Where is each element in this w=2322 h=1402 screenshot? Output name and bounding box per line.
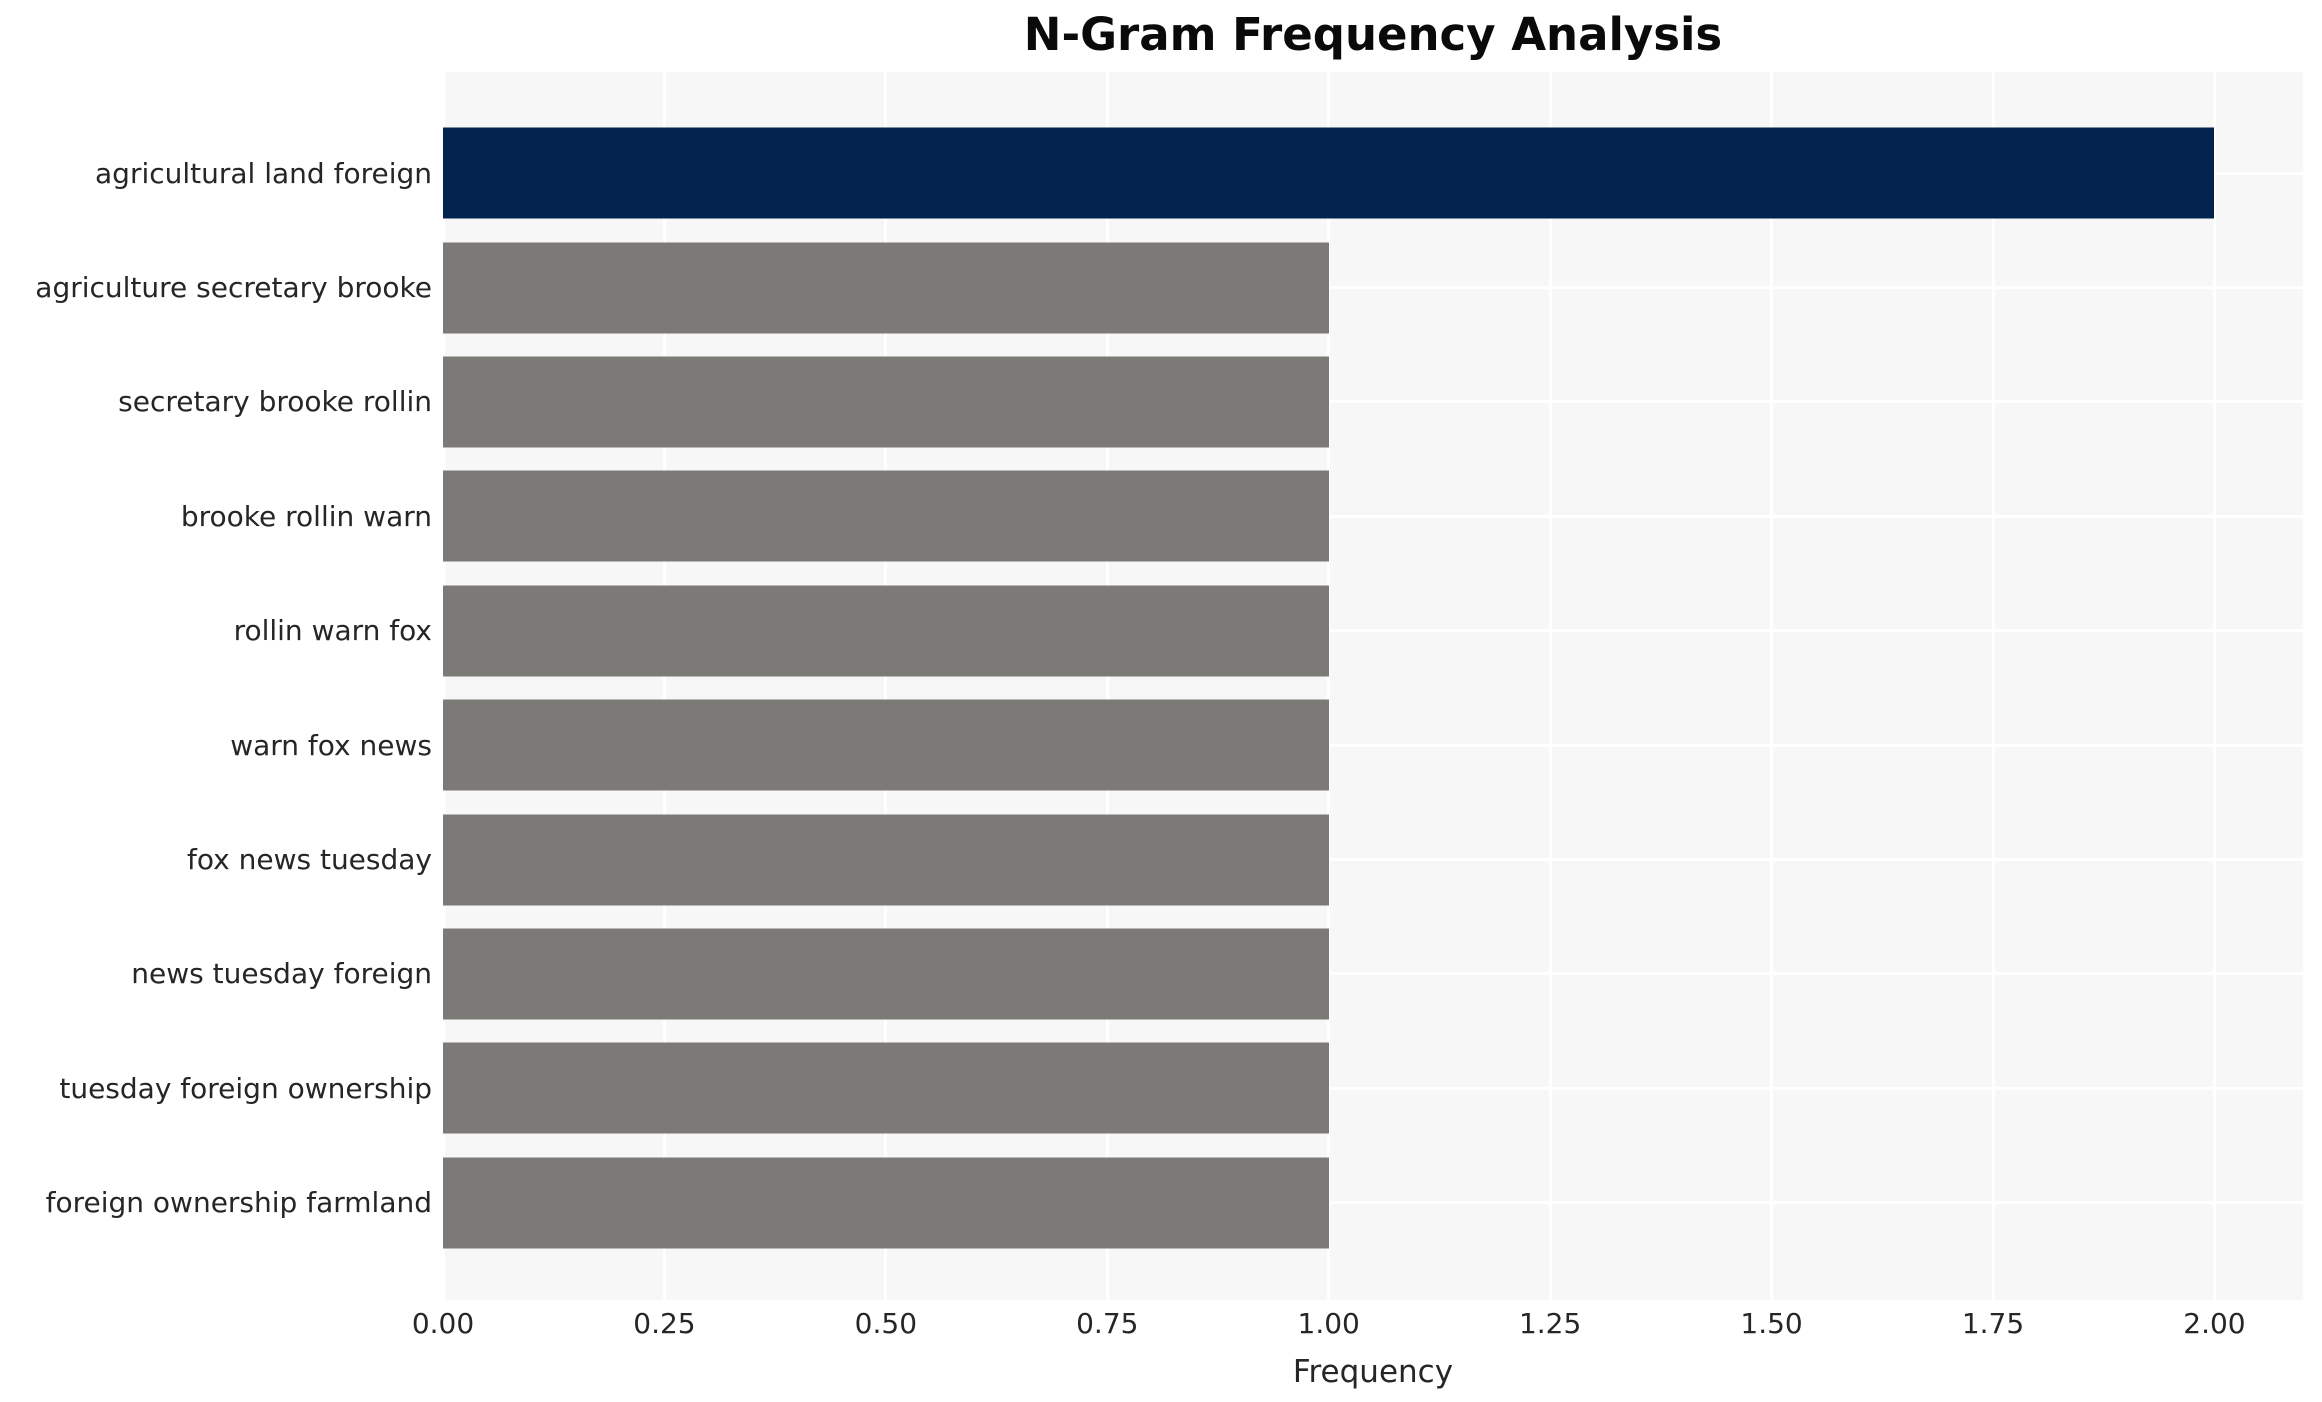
- frequency-bar: [443, 470, 1329, 562]
- x-tick-label: 1.50: [1740, 1307, 1803, 1340]
- frequency-bar: [443, 356, 1329, 448]
- category-label: tuesday foreign ownership: [59, 1071, 432, 1105]
- vertical-gridline: [1327, 72, 1331, 1300]
- vertical-gridline: [441, 72, 445, 1300]
- vertical-gridline: [1548, 72, 1552, 1300]
- frequency-bar: [443, 585, 1329, 677]
- bar-row: fox news tuesday: [187, 802, 2303, 916]
- bar-row: secretary brooke rollin: [118, 345, 2303, 459]
- horizontal-gridline: [443, 972, 2303, 976]
- x-tick-label: 1.00: [1297, 1307, 1360, 1340]
- x-axis-label: Frequency: [1292, 1354, 1454, 1390]
- x-tick-label: 2.00: [2183, 1307, 2246, 1340]
- category-label: brooke rollin warn: [180, 499, 432, 533]
- horizontal-gridline: [443, 743, 2303, 747]
- bar-row: brooke rollin warn: [181, 459, 2303, 573]
- horizontal-gridline: [443, 286, 2303, 290]
- vertical-gridline: [1105, 72, 1109, 1300]
- bar-row: agricultural land foreign: [95, 116, 2303, 230]
- horizontal-gridline: [443, 629, 2303, 633]
- bar-row: warn fox news: [230, 688, 2303, 802]
- vertical-gridline: [1770, 72, 1774, 1300]
- category-label: foreign ownership farmland: [45, 1186, 432, 1220]
- category-label: agriculture secretary brooke: [35, 271, 432, 305]
- category-label: secretary brooke rollin: [118, 385, 432, 419]
- vertical-gridline: [1991, 72, 1995, 1300]
- frequency-bar: [443, 127, 2215, 219]
- plot-area: agricultural land foreign agriculture se…: [35, 72, 2303, 1300]
- bar-row: news tuesday foreign: [131, 917, 2303, 1031]
- category-label: warn fox news: [230, 728, 432, 762]
- x-tick-label: 1.25: [1518, 1307, 1582, 1340]
- category-label: fox news tuesday: [187, 843, 432, 877]
- vertical-gridline: [884, 72, 888, 1300]
- horizontal-gridline: [443, 514, 2303, 518]
- x-tick-label: 0.50: [854, 1307, 918, 1340]
- horizontal-gridline: [443, 400, 2303, 404]
- category-label: news tuesday foreign: [131, 957, 432, 991]
- x-tick-label: 0.00: [411, 1307, 475, 1340]
- chart-title: N-Gram Frequency Analysis: [1023, 8, 1723, 61]
- frequency-bar: [443, 242, 1329, 334]
- category-label: rollin warn fox: [233, 614, 432, 648]
- horizontal-gridline: [443, 1086, 2303, 1090]
- x-tick-label: 1.75: [1961, 1307, 2025, 1340]
- frequency-bar: [443, 699, 1329, 791]
- frequency-bar: [443, 1157, 1329, 1249]
- frequency-bar: [443, 928, 1329, 1020]
- frequency-bar: [443, 814, 1329, 906]
- vertical-gridline: [2212, 72, 2216, 1300]
- x-tick-label: 0.75: [1076, 1307, 1139, 1340]
- x-axis-tick-labels: 0.00 0.25 0.50 0.75 1.00 1.25 1.50 1.75 2.00: [412, 1306, 2303, 1346]
- vertical-gridline: [662, 72, 666, 1300]
- category-label: agricultural land foreign: [95, 156, 432, 190]
- frequency-bar: [443, 1042, 1329, 1134]
- bar-row: agriculture secretary brooke: [35, 230, 2303, 344]
- x-tick-label: 0.25: [633, 1307, 696, 1340]
- bar-row: rollin warn fox: [234, 574, 2303, 688]
- bar-row: tuesday foreign ownership: [59, 1031, 2303, 1145]
- bar-row: foreign ownership farmland: [46, 1146, 2303, 1260]
- horizontal-gridline: [443, 858, 2303, 862]
- horizontal-gridline: [443, 1201, 2303, 1205]
